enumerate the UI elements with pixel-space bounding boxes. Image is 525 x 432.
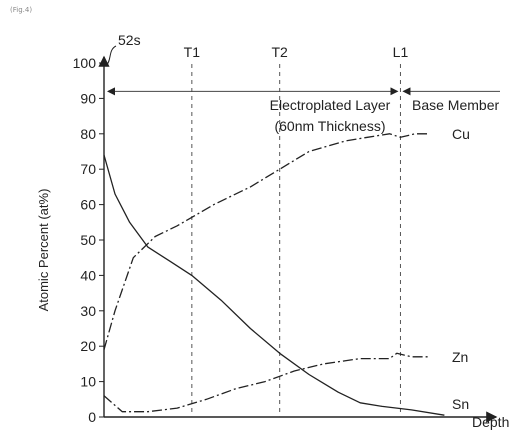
figure-label: (Fig.4) bbox=[10, 6, 33, 14]
series-line-sn bbox=[103, 154, 445, 416]
y-tick-label: 10 bbox=[80, 374, 96, 390]
ref-label: 52s bbox=[118, 32, 141, 48]
y-tick-label: 70 bbox=[80, 161, 96, 177]
y-tick-label: 0 bbox=[88, 409, 96, 425]
y-tick-label: 20 bbox=[80, 338, 96, 354]
series-label-zn: Zn bbox=[452, 349, 468, 365]
y-tick-label: 50 bbox=[80, 232, 96, 248]
marker-label-l1: L1 bbox=[393, 44, 409, 60]
y-tick-label: 60 bbox=[80, 197, 96, 213]
series-line-cu bbox=[103, 133, 430, 350]
x-axis-label: Depth bbox=[472, 414, 509, 430]
series-layer: Cu Zn Sn bbox=[103, 126, 470, 416]
series-line-zn bbox=[103, 352, 430, 413]
marker-label-t2: T2 bbox=[272, 44, 289, 60]
y-axis-label: Atomic Percent (at%) bbox=[36, 189, 51, 312]
thickness-label: (60nm Thickness) bbox=[274, 118, 385, 134]
y-tick-label: 40 bbox=[80, 267, 96, 283]
y-tick-label: 80 bbox=[80, 126, 96, 142]
annotations: Electroplated Layer (60nm Thickness) Base … bbox=[105, 32, 500, 134]
series-label-sn: Sn bbox=[452, 396, 469, 412]
marker-label-t1: T1 bbox=[184, 44, 201, 60]
series-label-cu: Cu bbox=[452, 126, 470, 142]
layer-label: Electroplated Layer bbox=[270, 97, 391, 113]
depth-markers: T1 T2 L1 bbox=[184, 44, 409, 417]
axes: 0 10 20 30 40 50 60 70 80 90 100 Atomic Percent (at… bbox=[36, 55, 509, 430]
ref-leader bbox=[105, 45, 117, 67]
y-tick-label: 30 bbox=[80, 303, 96, 319]
y-tick-label: 100 bbox=[73, 55, 97, 71]
base-member-label: Base Member bbox=[412, 97, 499, 113]
y-tick-label: 90 bbox=[80, 90, 96, 106]
